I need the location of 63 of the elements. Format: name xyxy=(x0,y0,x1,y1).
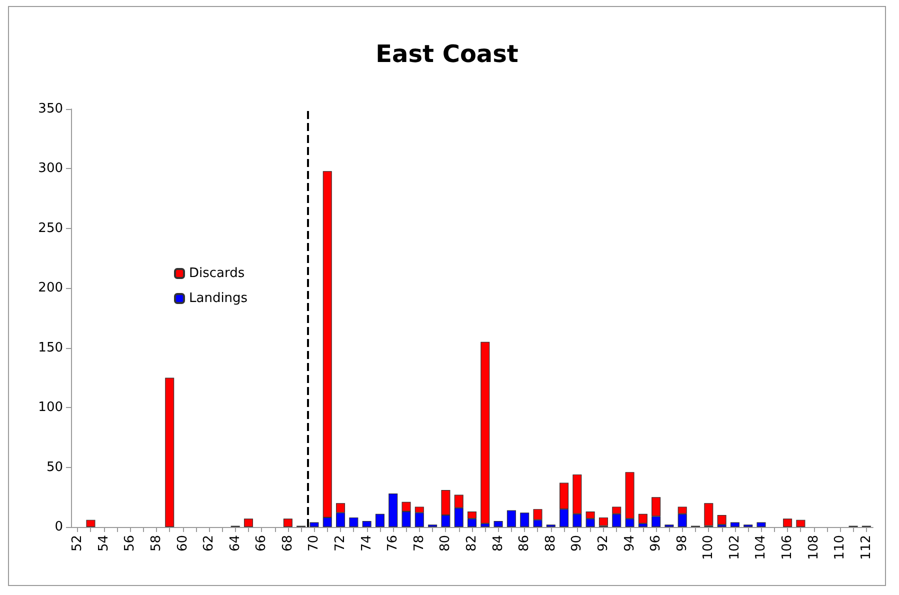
y-tick-label: 300 xyxy=(38,161,63,176)
bar xyxy=(480,342,490,524)
y-tick-label: 50 xyxy=(46,460,63,475)
x-tick-label: 62 xyxy=(202,535,217,552)
x-tick-label: 96 xyxy=(648,535,664,552)
legend-label: Discards xyxy=(189,266,245,281)
x-tick-label: 82 xyxy=(464,535,480,552)
x-tick-label: 110 xyxy=(832,535,848,560)
x-tick-label: 70 xyxy=(306,535,322,552)
x-tick-label: 66 xyxy=(254,535,270,552)
x-tick-label: 112 xyxy=(858,535,874,560)
x-tick-label: 72 xyxy=(333,535,348,552)
bar xyxy=(494,521,503,527)
x-tick-label: 98 xyxy=(674,535,690,552)
x-tick-label: 54 xyxy=(96,535,112,552)
y-tick-label: 150 xyxy=(38,340,63,356)
x-tick-label: 92 xyxy=(596,535,611,552)
x-tick-label: 94 xyxy=(622,535,638,552)
bar xyxy=(310,522,319,527)
x-tick-label: 56 xyxy=(122,535,138,552)
bar xyxy=(375,514,384,527)
x-tick-label: 68 xyxy=(280,535,296,552)
x-tick-label: 102 xyxy=(727,535,742,560)
bar xyxy=(520,512,530,527)
x-tick-label: 64 xyxy=(228,535,243,552)
x-tick-label: 76 xyxy=(386,535,401,552)
bar xyxy=(717,515,726,525)
x-tick-label: 52 xyxy=(70,535,86,552)
y-tick-label: 250 xyxy=(38,220,63,236)
bar xyxy=(86,520,96,527)
x-tick-label: 88 xyxy=(543,535,558,552)
x-tick-label: 58 xyxy=(148,535,164,552)
y-tick-label: 100 xyxy=(38,400,63,416)
bar xyxy=(796,520,806,527)
bar xyxy=(756,522,766,527)
y-tick-label: 200 xyxy=(38,280,63,296)
x-tick-label: 86 xyxy=(517,535,532,552)
bar xyxy=(598,517,608,526)
x-tick-label: 108 xyxy=(806,535,822,560)
x-tick-label: 100 xyxy=(701,535,716,560)
chart-title: East Coast xyxy=(376,40,518,68)
x-tick-label: 90 xyxy=(570,535,585,552)
bar xyxy=(730,522,740,527)
x-tick-label: 78 xyxy=(412,535,427,552)
y-tick-label: 0 xyxy=(54,520,63,534)
x-tick-label: 60 xyxy=(175,535,190,552)
bar xyxy=(388,494,398,527)
x-tick-label: 84 xyxy=(490,535,506,552)
x-tick-label: 106 xyxy=(780,535,796,560)
y-tick-label: 350 xyxy=(38,102,63,116)
bar xyxy=(638,514,648,524)
bar xyxy=(349,517,358,527)
x-tick-label: 80 xyxy=(438,535,454,552)
bar xyxy=(244,518,253,527)
bar xyxy=(283,518,292,527)
bar xyxy=(362,521,372,527)
legend-label: Landings xyxy=(189,291,248,306)
x-tick-label: 74 xyxy=(359,535,374,552)
bar xyxy=(783,518,792,527)
bar xyxy=(704,503,714,526)
bar xyxy=(506,510,516,527)
bar xyxy=(165,378,174,527)
x-tick-label: 104 xyxy=(754,535,769,560)
